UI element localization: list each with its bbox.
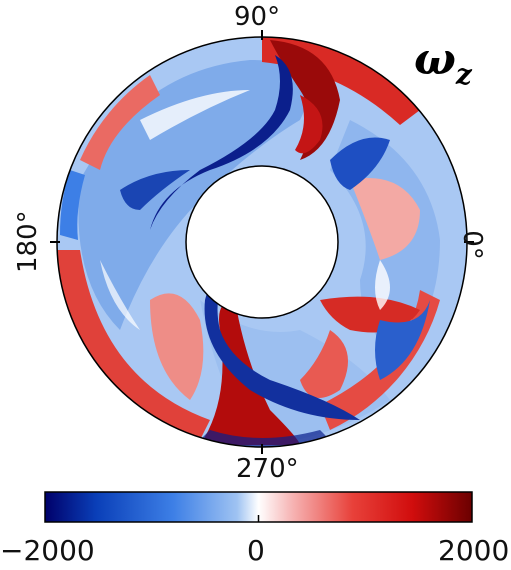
- angle-label-0: 0°: [457, 230, 487, 260]
- colorbar-min-label: −2000: [0, 534, 95, 567]
- angle-label-90: 90°: [234, 2, 281, 32]
- colorbar-mid-label: 0: [247, 534, 265, 567]
- inner-boundary: [185, 165, 339, 319]
- quantity-label: ωz: [414, 34, 472, 91]
- quantity-subscript: z: [455, 57, 472, 91]
- quantity-symbol: ω: [414, 34, 456, 85]
- colorbar-max-label: 2000: [438, 534, 510, 567]
- angle-label-180: 180°: [13, 210, 43, 273]
- vorticity-field: [57, 36, 467, 451]
- angle-label-270: 270°: [236, 454, 299, 484]
